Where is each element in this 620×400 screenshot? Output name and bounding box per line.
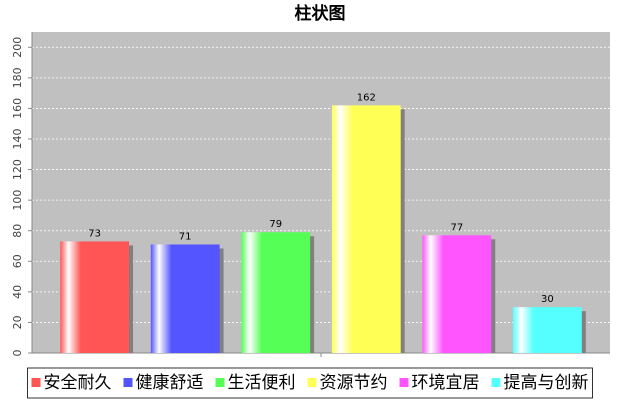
value-label: 77 [450,222,463,233]
value-label: 79 [269,219,282,230]
bar [60,241,130,353]
y-tick-label: 160 [11,98,24,119]
value-label: 73 [88,228,101,239]
legend-swatch [31,378,41,387]
y-tick-label: 200 [11,37,24,58]
legend-label: 生活便利 [228,373,296,393]
bar [331,105,401,353]
bar [422,235,492,353]
value-label: 30 [541,294,554,305]
y-tick-label: 120 [11,159,24,180]
legend-swatch [491,378,501,387]
legend-swatch [307,378,317,387]
y-tick-label: 20 [11,315,24,329]
legend-swatch [123,378,133,387]
legend-label: 安全耐久 [44,373,112,393]
y-tick-label: 100 [11,190,24,211]
y-tick-label: 40 [11,285,24,299]
value-label: 162 [357,92,376,103]
legend-swatch [399,378,409,387]
legend: 安全耐久 健康舒适 生活便利 资源节约 环境宜居 提高与创新 [27,367,593,399]
legend-label: 健康舒适 [136,373,204,393]
y-tick-label: 0 [11,350,24,357]
legend-swatch [215,378,225,387]
legend-label: 环境宜居 [412,373,480,393]
legend-label: 资源节约 [320,373,388,393]
bar [150,244,220,353]
bar [512,307,582,353]
chart-title: 柱状图 [295,3,346,24]
y-tick-label: 140 [11,129,24,150]
y-tick-label: 180 [11,67,24,88]
y-tick-label: 60 [11,254,24,268]
value-label: 71 [179,231,192,242]
bar [241,232,311,353]
y-tick-label: 80 [11,224,24,238]
legend-label: 提高与创新 [504,373,589,393]
